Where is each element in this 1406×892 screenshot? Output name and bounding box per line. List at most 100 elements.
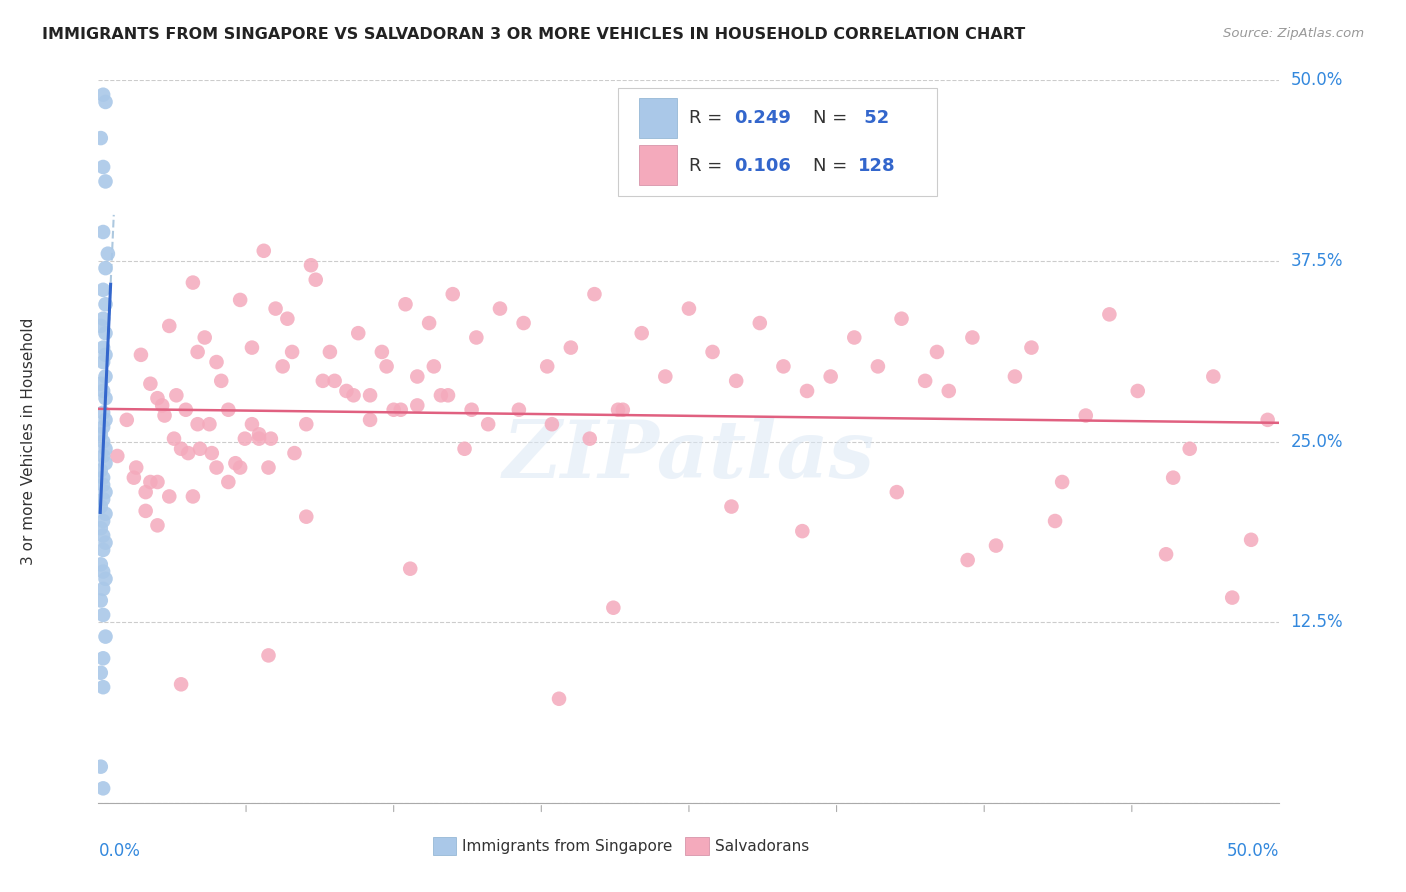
Point	[1098, 307, 1121, 321]
Text: 50.0%: 50.0%	[1291, 71, 1343, 89]
Point	[866, 359, 889, 374]
Point	[359, 388, 381, 402]
Point	[94, 507, 117, 521]
Point	[187, 417, 209, 432]
Point	[583, 287, 606, 301]
Point	[678, 301, 700, 316]
Point	[1004, 369, 1026, 384]
Point	[578, 432, 600, 446]
Point	[91, 355, 114, 369]
Point	[406, 369, 429, 384]
Text: 0.0%: 0.0%	[98, 842, 141, 860]
Point	[94, 261, 117, 276]
Text: 12.5%: 12.5%	[1291, 613, 1343, 632]
Point	[1050, 475, 1073, 489]
Point	[1220, 591, 1243, 605]
Point	[437, 388, 460, 402]
Point	[94, 95, 117, 109]
Point	[1021, 341, 1043, 355]
Point	[430, 388, 453, 402]
Point	[359, 413, 381, 427]
Point	[925, 345, 948, 359]
Point	[165, 388, 187, 402]
Point	[1126, 384, 1149, 398]
Point	[399, 562, 422, 576]
Point	[630, 326, 652, 340]
Point	[602, 600, 624, 615]
Point	[91, 420, 114, 434]
Point	[247, 427, 270, 442]
Point	[1043, 514, 1066, 528]
Point	[139, 376, 162, 391]
Point	[129, 348, 152, 362]
Point	[938, 384, 960, 398]
Point	[748, 316, 770, 330]
Point	[1074, 409, 1097, 423]
Point	[91, 492, 114, 507]
Point	[105, 449, 128, 463]
Point	[94, 348, 117, 362]
Point	[541, 417, 564, 432]
Point	[295, 509, 318, 524]
Point	[465, 330, 488, 344]
Point	[94, 442, 117, 456]
Point	[233, 432, 256, 446]
Text: 0.106: 0.106	[734, 156, 790, 175]
Point	[453, 442, 475, 456]
Point	[90, 593, 112, 607]
Point	[257, 460, 280, 475]
Point	[720, 500, 742, 514]
Point	[406, 398, 429, 412]
Point	[150, 398, 173, 412]
Point	[240, 341, 263, 355]
Text: 37.5%: 37.5%	[1291, 252, 1343, 270]
Point	[229, 460, 252, 475]
Point	[90, 760, 112, 774]
FancyBboxPatch shape	[640, 98, 678, 138]
Point	[820, 369, 842, 384]
Point	[91, 434, 114, 449]
Point	[94, 485, 117, 500]
Point	[91, 470, 114, 484]
Point	[217, 402, 239, 417]
Point	[91, 528, 114, 542]
Text: Salvadorans: Salvadorans	[714, 838, 810, 854]
Point	[174, 402, 197, 417]
Text: R =: R =	[689, 109, 728, 127]
Point	[205, 355, 228, 369]
Point	[389, 402, 412, 417]
Point	[157, 318, 180, 333]
Point	[382, 402, 405, 417]
Point	[890, 311, 912, 326]
Point	[90, 500, 112, 514]
Text: R =: R =	[689, 156, 728, 175]
Text: Immigrants from Singapore: Immigrants from Singapore	[463, 838, 672, 854]
Point	[342, 388, 364, 402]
Point	[886, 485, 908, 500]
Point	[257, 648, 280, 663]
Point	[91, 781, 114, 796]
Point	[536, 359, 558, 374]
Point	[271, 359, 294, 374]
Point	[375, 359, 398, 374]
Point	[560, 341, 582, 355]
Point	[181, 490, 204, 504]
Point	[94, 456, 117, 470]
Point	[91, 651, 114, 665]
FancyBboxPatch shape	[640, 145, 678, 185]
Point	[323, 374, 346, 388]
Point	[198, 417, 221, 432]
FancyBboxPatch shape	[685, 838, 709, 855]
Point	[371, 345, 394, 359]
Point	[94, 630, 117, 644]
Point	[217, 475, 239, 489]
Point	[170, 677, 193, 691]
Text: N =: N =	[813, 109, 853, 127]
Point	[146, 475, 169, 489]
Point	[90, 131, 112, 145]
Point	[135, 504, 157, 518]
Point	[962, 330, 984, 344]
Point	[94, 572, 117, 586]
Point	[489, 301, 512, 316]
Point	[90, 558, 112, 572]
